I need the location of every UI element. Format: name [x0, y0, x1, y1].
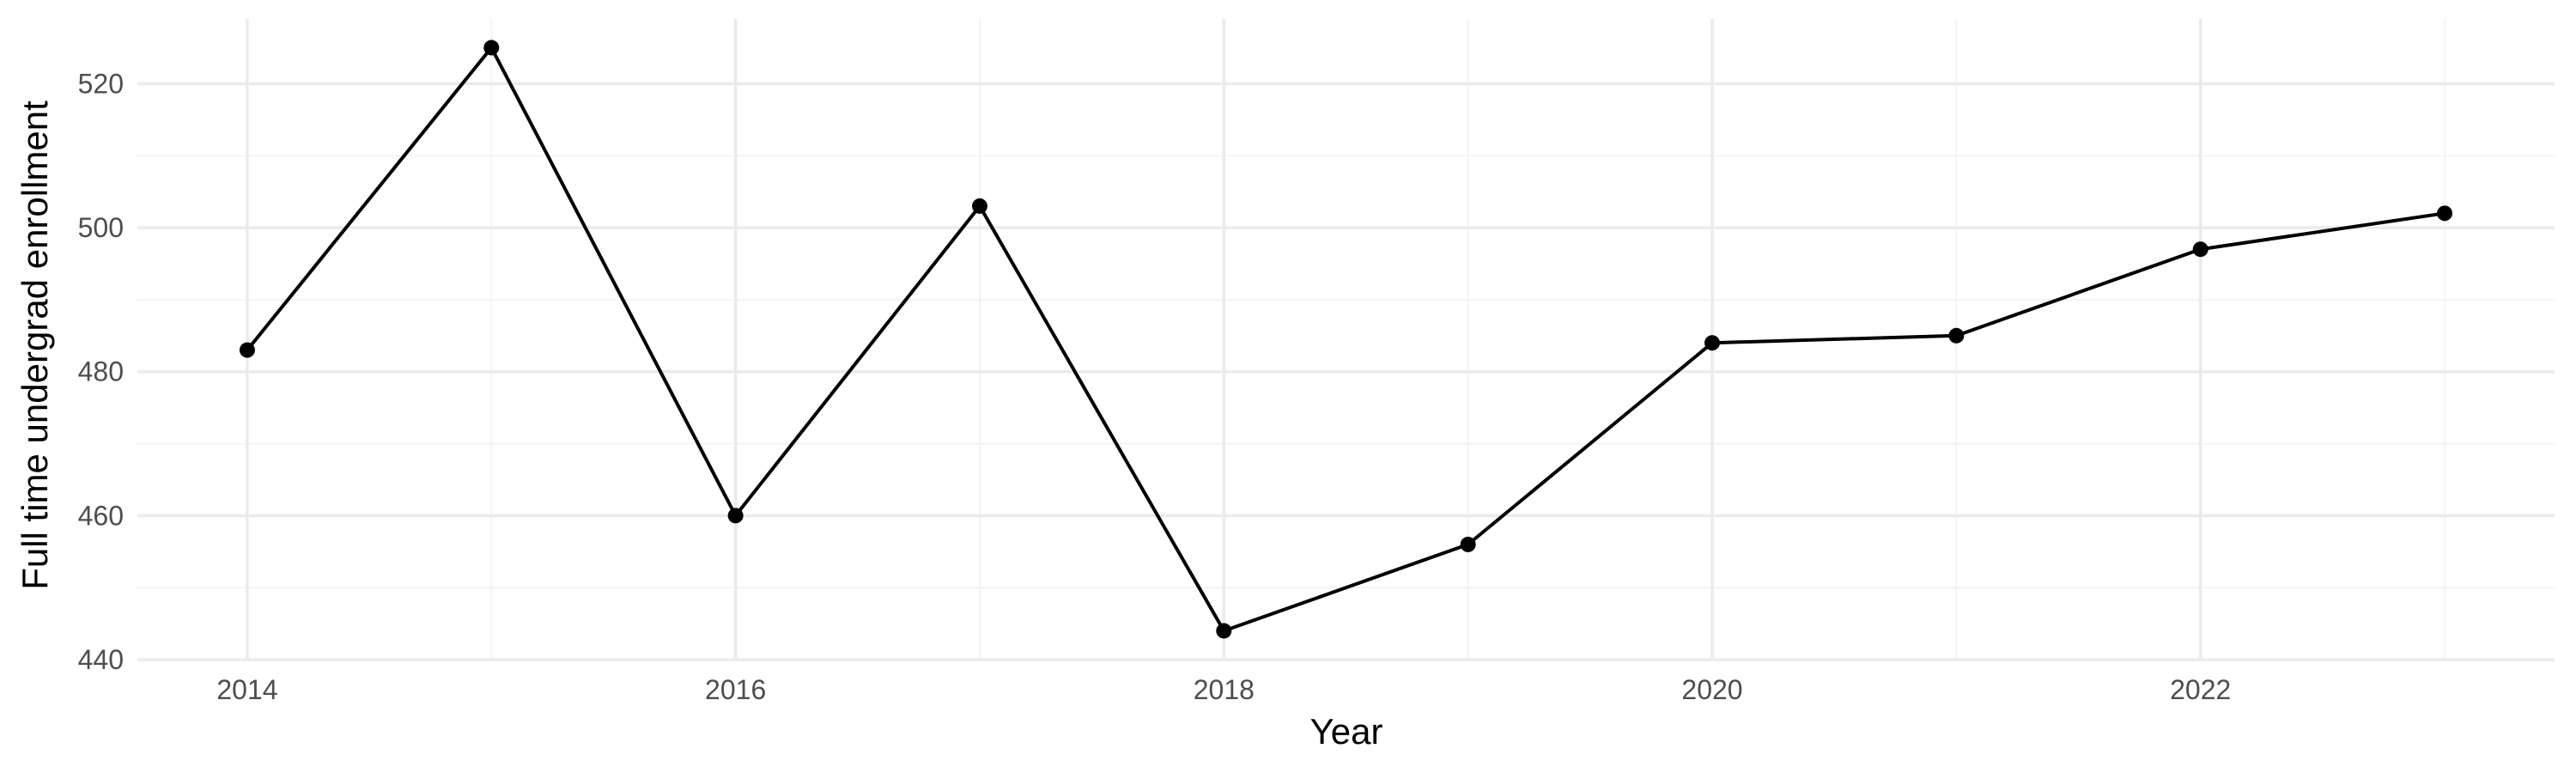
x-axis-ticks: 2014 2016 2018 2020 2022: [216, 674, 2231, 705]
y-tick-label: 460: [78, 500, 124, 531]
series-layer: [245, 46, 2447, 633]
y-tick-label: 480: [78, 356, 124, 387]
x-tick-label: 2014: [216, 674, 277, 705]
data-points: [239, 40, 2453, 639]
y-tick-label: 500: [78, 212, 124, 243]
y-axis-ticks: 440 460 480 500 520: [78, 68, 124, 675]
x-tick-label: 2016: [705, 674, 766, 705]
data-point: [1460, 536, 1476, 552]
data-point: [2192, 241, 2208, 258]
data-point: [1948, 327, 1965, 344]
data-point: [1704, 335, 1721, 351]
x-tick-label: 2020: [1681, 674, 1742, 705]
y-tick-label: 520: [78, 68, 124, 99]
minor-gridlines: [137, 19, 2555, 660]
data-point: [727, 508, 744, 524]
y-tick-label: 440: [78, 644, 124, 675]
x-tick-label: 2022: [2170, 674, 2231, 705]
y-axis-title: Full time undergrad enrollment: [15, 100, 55, 590]
data-point: [2437, 205, 2453, 222]
data-point: [1216, 623, 1232, 639]
data-point: [971, 198, 987, 214]
data-point: [239, 342, 255, 358]
major-gridlines: [137, 19, 2555, 661]
series-line: [245, 46, 2447, 633]
x-axis-title: Year: [1310, 711, 1383, 752]
data-point: [483, 40, 500, 56]
x-tick-label: 2018: [1194, 674, 1255, 705]
